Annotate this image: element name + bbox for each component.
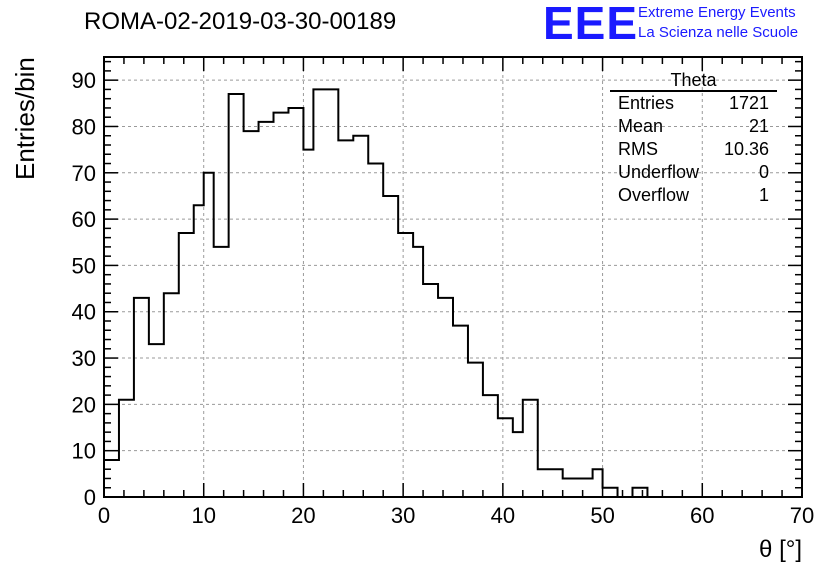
stats-value: 0 (758, 162, 769, 182)
y-tick-label: 80 (72, 114, 96, 139)
histogram-bin (274, 113, 289, 497)
histogram-bin (438, 298, 453, 497)
y-tick-label: 70 (72, 161, 96, 186)
stats-box: Theta Entries 1721 Mean 21 RMS 10.36 Und… (610, 70, 777, 207)
stats-value: 10.36 (723, 139, 769, 159)
histogram-bin (244, 131, 259, 497)
stats-row-rms: RMS 10.36 (610, 138, 777, 161)
x-tick-label: 0 (98, 503, 110, 528)
chart-title: ROMA-02-2019-03-30-00189 (84, 8, 397, 35)
x-axis-label: θ [°] (759, 536, 802, 563)
stats-row-underflow: Underflow 0 (610, 161, 777, 184)
y-tick-label: 90 (72, 68, 96, 93)
grid-lines (104, 57, 802, 497)
histogram-bin (593, 469, 603, 497)
histogram-bin (413, 247, 423, 497)
histogram-bin (513, 432, 523, 497)
histogram-bin (468, 363, 483, 497)
stats-value: 1 (758, 185, 769, 205)
histogram-bin (259, 122, 274, 497)
histogram-bin (423, 284, 438, 497)
histogram-bin (313, 89, 338, 497)
histogram-bin (603, 488, 618, 497)
eee-logo-line1: Extreme Energy Events (638, 4, 796, 21)
stats-title: Theta (610, 70, 777, 92)
x-tick-label: 10 (191, 503, 215, 528)
x-tick-label: 60 (690, 503, 714, 528)
histogram-bin (398, 233, 413, 497)
x-tick-label: 20 (291, 503, 315, 528)
histogram-bin (538, 469, 563, 497)
histogram-bin (632, 488, 647, 497)
x-tick-label: 30 (391, 503, 415, 528)
histogram-bin (383, 196, 398, 497)
stats-label: Underflow (618, 162, 700, 182)
histogram-bin (453, 326, 468, 497)
histogram-bin (229, 94, 244, 497)
stats-row-mean: Mean 21 (610, 115, 777, 138)
histogram-bin (149, 344, 164, 497)
stats-label: RMS (618, 139, 658, 159)
y-tick-label: 60 (72, 207, 96, 232)
histogram-bin (119, 400, 134, 497)
histogram-bin (563, 478, 593, 497)
stats-value: 1721 (728, 93, 769, 113)
eee-logo: EEE (543, 0, 639, 49)
y-tick-label: 50 (72, 253, 96, 278)
histogram-bins (104, 89, 647, 497)
histogram-bin (498, 418, 513, 497)
histogram-bin (338, 140, 353, 497)
y-tick-label: 40 (72, 300, 96, 325)
y-tick-label: 20 (72, 392, 96, 417)
y-tick-label: 10 (72, 439, 96, 464)
histogram-bin (134, 298, 149, 497)
histogram-bin (353, 136, 368, 497)
histogram-bin (179, 233, 194, 497)
stats-value: 21 (748, 116, 769, 136)
histogram-outline (103, 88, 802, 498)
eee-logo-line2: La Scienza nelle Scuole (638, 24, 799, 41)
histogram-bin (483, 395, 498, 497)
eee-logo-text: Extreme Energy Events La Scienza nelle S… (638, 3, 798, 43)
histogram-bin (204, 173, 214, 497)
stats-row-entries: Entries 1721 (610, 92, 777, 115)
y-tick-label: 30 (72, 346, 96, 371)
histogram-bin (164, 293, 179, 497)
histogram-bin (288, 108, 303, 497)
stats-label: Mean (618, 116, 664, 136)
x-tick-label: 50 (590, 503, 614, 528)
histogram-bin (368, 164, 383, 497)
y-tick-label: 0 (84, 485, 96, 510)
stats-label: Overflow (618, 185, 690, 205)
x-tick-label: 40 (491, 503, 515, 528)
stats-label: Entries (618, 93, 675, 113)
y-axis-label: Entries/bin (10, 57, 40, 180)
histogram-bin (303, 150, 313, 497)
x-tick-label: 70 (790, 503, 814, 528)
histogram-bin (194, 205, 204, 497)
plot-frame (103, 56, 803, 498)
histogram-bin (523, 400, 538, 497)
x-axis-ticks: 0 10 20 30 40 50 60 70 (98, 57, 814, 528)
stats-row-overflow: Overflow 1 (610, 184, 777, 207)
histogram-bin (214, 247, 229, 497)
